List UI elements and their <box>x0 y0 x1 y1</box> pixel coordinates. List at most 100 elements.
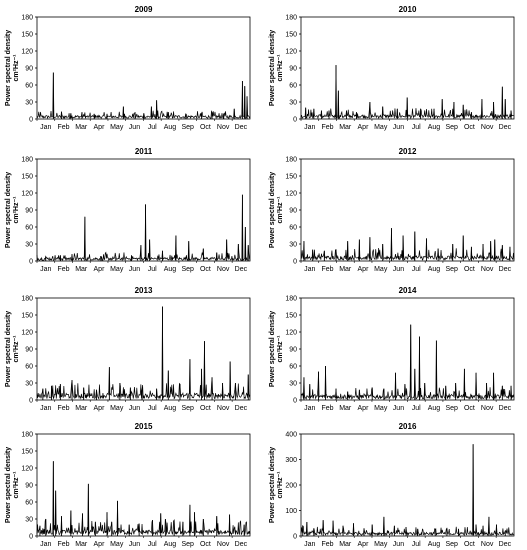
x-tick-label: Mar <box>75 405 88 412</box>
x-tick-label: Sep <box>181 405 194 412</box>
x-tick-label: Nov <box>481 124 494 131</box>
panel-2012: 2012 0 30 60 90 120 150 180 Power spectral densi… <box>269 147 515 273</box>
y-tick-label: 30 <box>25 242 33 249</box>
y-axis-unit: cm²Hz⁻¹ <box>13 54 20 82</box>
y-axis-label: Power spectral density <box>269 447 276 523</box>
y-tick-label: 0 <box>29 398 33 405</box>
y-tick-label: 150 <box>285 174 297 181</box>
y-tick-label: 120 <box>21 49 33 56</box>
x-tick-label: Nov <box>217 405 230 412</box>
y-tick-label: 100 <box>285 508 297 515</box>
x-tick-label: Aug <box>164 124 177 131</box>
x-tick-label: Jun <box>393 124 404 131</box>
x-tick-label: Aug <box>164 266 177 273</box>
psd-series-line <box>300 324 515 400</box>
x-tick-label: Oct <box>464 266 475 273</box>
psd-series-line <box>36 194 251 262</box>
x-tick-label: Mar <box>75 266 88 273</box>
x-tick-label: Aug <box>164 541 177 548</box>
x-tick-label: Oct <box>200 266 211 273</box>
panel-title: 2013 <box>135 286 153 295</box>
y-axis-label: Power spectral density <box>5 172 12 248</box>
x-tick-label: Mar <box>339 266 352 273</box>
y-tick-label: 0 <box>293 398 297 405</box>
x-tick-label: May <box>374 405 388 412</box>
y-tick-label: 0 <box>293 117 297 124</box>
x-tick-label: Jul <box>148 266 157 273</box>
x-tick-label: Oct <box>464 541 475 548</box>
x-tick-label: Oct <box>200 124 211 131</box>
x-tick-label: Apr <box>94 124 106 131</box>
x-tick-label: Oct <box>200 541 211 548</box>
x-tick-label: Mar <box>75 124 88 131</box>
psd-series-line <box>36 72 251 120</box>
x-tick-label: Jul <box>412 266 421 273</box>
y-axis-unit: cm²Hz⁻¹ <box>13 335 20 363</box>
y-tick-label: 30 <box>25 381 33 388</box>
y-tick-label: 150 <box>21 174 33 181</box>
x-tick-label: Sep <box>445 266 458 273</box>
y-tick-label: 90 <box>289 347 297 354</box>
y-tick-label: 90 <box>25 66 33 73</box>
x-tick-label: Feb <box>321 124 333 131</box>
x-tick-label: Jul <box>148 541 157 548</box>
x-tick-label: Jan <box>304 541 315 548</box>
y-axis-label: Power spectral density <box>5 447 12 523</box>
y-tick-label: 400 <box>285 432 297 439</box>
y-tick-label: 90 <box>25 483 33 490</box>
panel-2015: 2015 0 30 60 90 120 150 180 Power spectral densi… <box>5 422 251 548</box>
x-tick-label: Apr <box>358 124 370 131</box>
x-tick-label: Jun <box>393 266 404 273</box>
y-tick-label: 60 <box>25 225 33 232</box>
x-tick-label: Aug <box>428 266 441 273</box>
x-tick-label: Jan <box>304 266 315 273</box>
y-tick-label: 0 <box>293 534 297 541</box>
y-tick-label: 180 <box>285 296 297 303</box>
x-tick-label: Feb <box>321 405 333 412</box>
panel-title: 2009 <box>135 5 153 14</box>
y-axis-unit: cm²Hz⁻¹ <box>13 196 20 224</box>
y-tick-label: 30 <box>289 381 297 388</box>
plot-frame <box>36 297 251 401</box>
x-tick-label: Oct <box>464 405 475 412</box>
x-tick-label: Apr <box>358 405 370 412</box>
x-tick-label: Jan <box>40 541 51 548</box>
panel-2009: 2009 0 30 60 90 120 150 180 Power spectral densi… <box>5 5 251 131</box>
x-tick-label: Dec <box>499 124 512 131</box>
y-tick-label: 150 <box>21 449 33 456</box>
y-tick-label: 30 <box>289 242 297 249</box>
y-tick-label: 60 <box>289 225 297 232</box>
x-tick-label: Jul <box>412 405 421 412</box>
panel-title: 2010 <box>399 5 417 14</box>
y-tick-label: 120 <box>285 330 297 337</box>
x-tick-label: Feb <box>57 405 69 412</box>
y-tick-label: 120 <box>21 191 33 198</box>
y-tick-label: 60 <box>289 364 297 371</box>
y-tick-label: 0 <box>29 259 33 266</box>
x-tick-label: Apr <box>358 541 370 548</box>
y-tick-label: 60 <box>25 83 33 90</box>
x-tick-label: May <box>374 124 388 131</box>
x-tick-label: Jun <box>129 405 140 412</box>
x-tick-label: May <box>110 124 124 131</box>
panel-title: 2016 <box>399 422 417 431</box>
panel-title: 2015 <box>135 422 153 431</box>
x-tick-label: Apr <box>94 266 106 273</box>
plot-frame <box>36 433 251 537</box>
y-axis-label: Power spectral density <box>269 172 276 248</box>
panel-2013: 2013 0 30 60 90 120 150 180 Power spectral densi… <box>5 286 251 412</box>
y-tick-label: 150 <box>285 313 297 320</box>
x-tick-label: Mar <box>339 541 352 548</box>
x-tick-label: Dec <box>499 541 512 548</box>
x-tick-label: May <box>374 541 388 548</box>
x-tick-label: Nov <box>481 266 494 273</box>
y-axis-unit: cm²Hz⁻¹ <box>277 471 284 499</box>
x-tick-label: Nov <box>217 124 230 131</box>
plot-frame <box>300 158 515 262</box>
x-tick-label: Dec <box>235 266 248 273</box>
x-tick-label: Feb <box>321 541 333 548</box>
x-tick-label: Jun <box>393 541 404 548</box>
x-tick-label: Nov <box>217 266 230 273</box>
panel-2014: 2014 0 30 60 90 120 150 180 Power spectral densi… <box>269 286 515 412</box>
